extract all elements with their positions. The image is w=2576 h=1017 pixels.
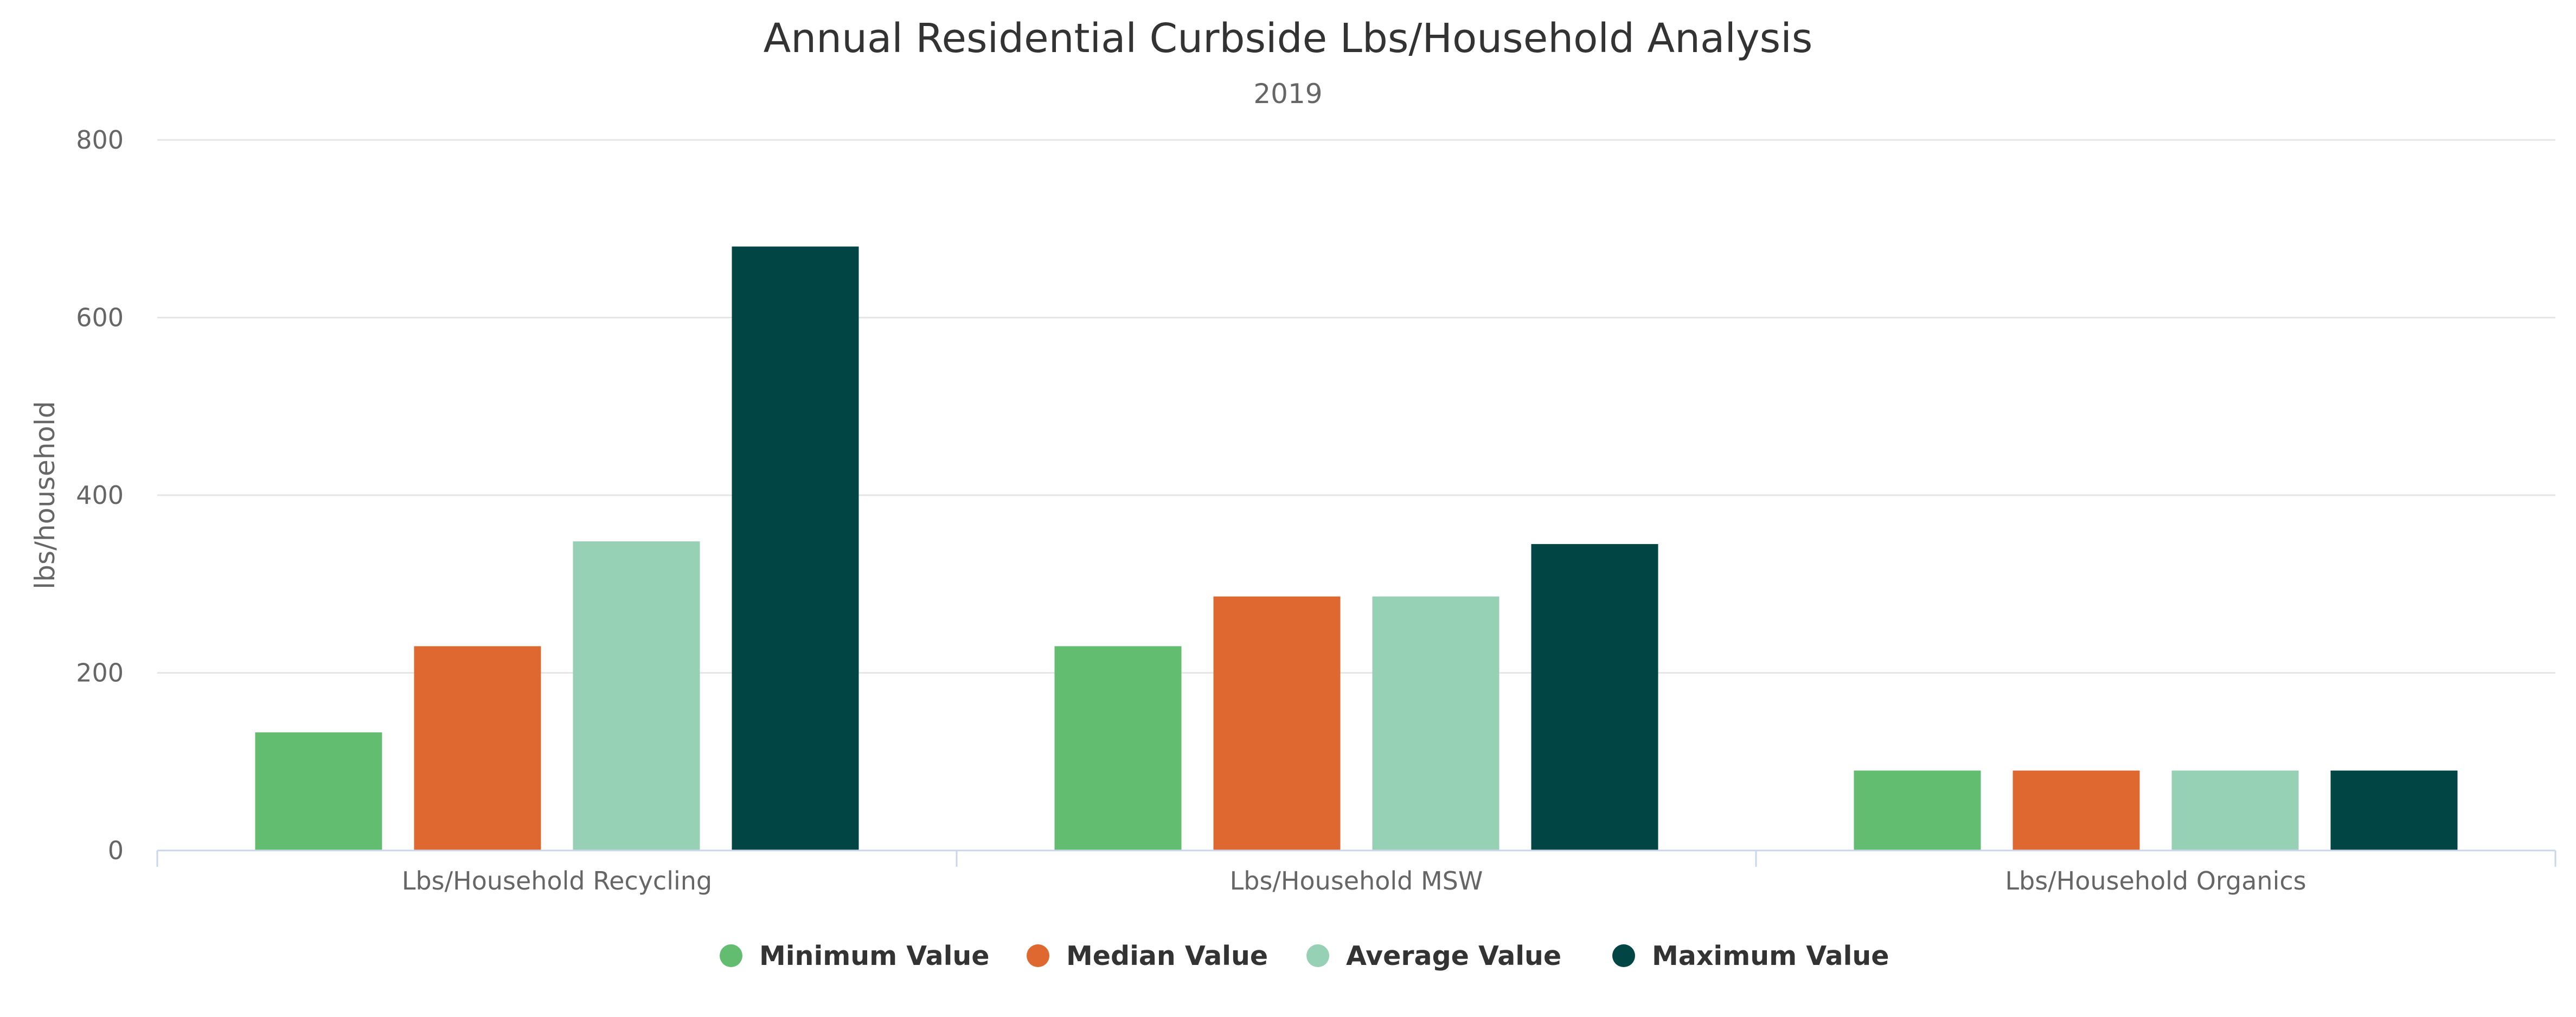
gridlines	[157, 139, 2555, 674]
legend-item[interactable]: Maximum Value	[1612, 941, 1889, 971]
bar[interactable]	[1372, 596, 1500, 850]
legend-label: Median Value	[1066, 941, 1268, 971]
bar[interactable]	[732, 246, 859, 851]
legend-item[interactable]: Minimum Value	[720, 941, 990, 971]
y-tick-label: 400	[76, 481, 124, 510]
legend-label: Minimum Value	[759, 941, 990, 971]
y-tick-label: 800	[76, 125, 124, 155]
bar[interactable]	[414, 646, 541, 850]
x-tick-label: Lbs/Household Organics	[2005, 866, 2306, 896]
bar[interactable]	[573, 541, 700, 850]
y-tick-label: 0	[108, 836, 124, 865]
x-tick-label: Lbs/Household MSW	[1230, 866, 1483, 896]
bar[interactable]	[2013, 770, 2140, 850]
x-tick-label: Lbs/Household Recycling	[402, 866, 712, 896]
legend-item[interactable]: Median Value	[1027, 941, 1268, 971]
y-tick-label: 200	[76, 658, 124, 688]
bar[interactable]	[1531, 544, 1658, 850]
bar[interactable]	[255, 732, 382, 850]
x-axis: Lbs/Household Recycling Lbs/Household MSW…	[156, 849, 2556, 896]
bar[interactable]	[2330, 770, 2458, 850]
legend-label: Maximum Value	[1652, 941, 1889, 971]
legend-label: Average Value	[1346, 941, 1561, 971]
y-axis-label: lbs/household	[29, 401, 61, 589]
legend-marker	[720, 944, 742, 967]
bar[interactable]	[1054, 646, 1182, 850]
y-axis-ticks: 0 200 400 600 800	[76, 125, 124, 865]
bar[interactable]	[1213, 596, 1341, 850]
bar[interactable]	[2171, 770, 2299, 850]
legend-item[interactable]: Average Value	[1306, 941, 1561, 971]
chart-subtitle: 2019	[1253, 78, 1322, 110]
chart-title: Annual Residential Curbside Lbs/Househol…	[764, 15, 1813, 62]
legend-marker	[1612, 944, 1635, 967]
bars	[255, 246, 2458, 851]
legend-marker	[1306, 944, 1329, 967]
y-tick-label: 600	[76, 303, 124, 332]
bar[interactable]	[1854, 770, 1981, 850]
legend: Minimum Value Median Value Average Value Ma…	[720, 941, 1889, 971]
legend-marker	[1027, 944, 1049, 967]
